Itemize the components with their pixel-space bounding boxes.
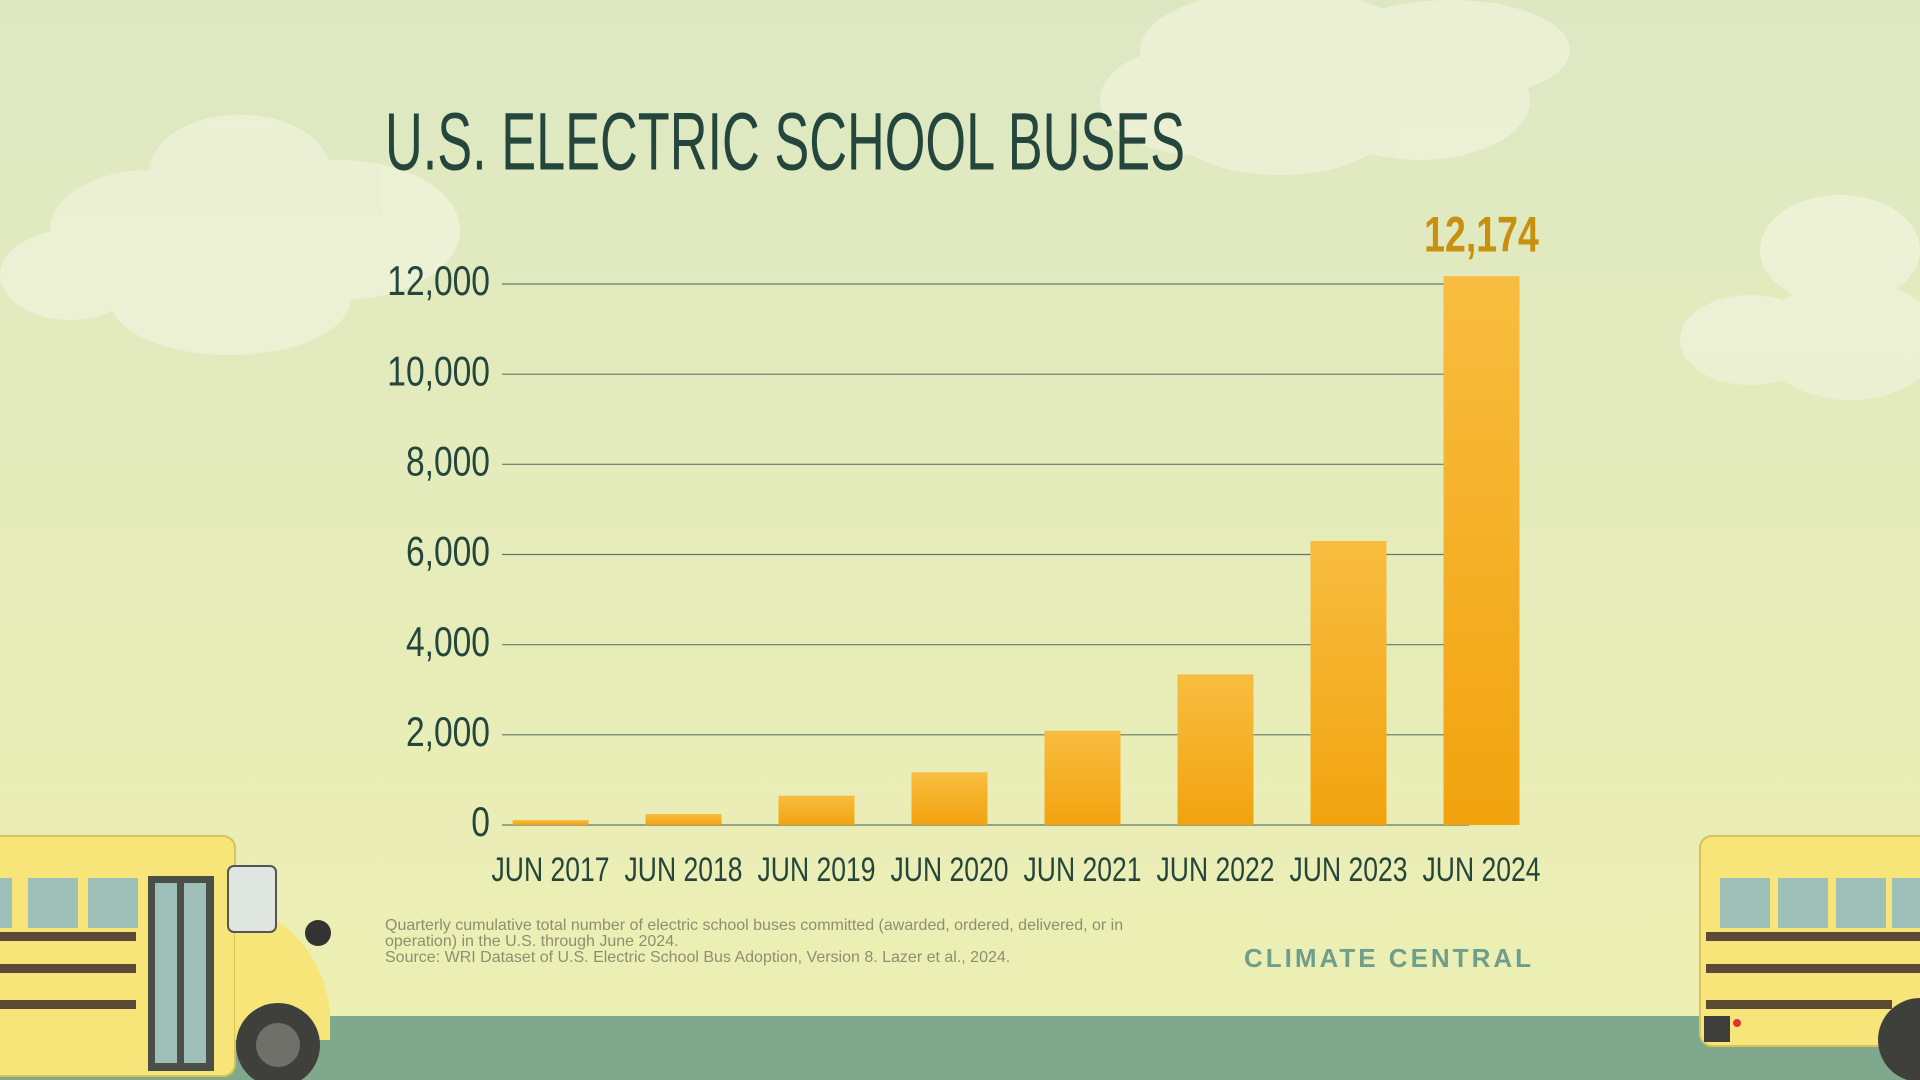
bar — [645, 813, 722, 825]
x-tick-label: JUN 2017 — [492, 851, 610, 889]
y-tick-label: 12,000 — [387, 259, 490, 305]
bar — [1443, 276, 1520, 825]
x-tick-label: JUN 2023 — [1290, 851, 1408, 889]
bus-left — [0, 835, 331, 1080]
clouds — [0, 0, 1920, 400]
bar — [512, 820, 589, 825]
x-tick-label: JUN 2021 — [1024, 851, 1142, 889]
brand-logo: CLIMATE CENTRAL — [1244, 943, 1534, 973]
chart-title: U.S. ELECTRIC SCHOOL BUSES — [385, 97, 1185, 188]
x-tick-label: JUN 2022 — [1157, 851, 1275, 889]
source-text: Source: WRI Dataset of U.S. Electric Sch… — [385, 949, 1011, 966]
x-tick-label: JUN 2019 — [758, 851, 876, 889]
bar — [778, 795, 855, 825]
x-tick-label: JUN 2024 — [1423, 851, 1541, 889]
y-tick-label: 8,000 — [406, 439, 490, 485]
y-tick-label: 4,000 — [406, 619, 490, 665]
bar — [911, 772, 988, 825]
y-tick-label: 10,000 — [387, 349, 490, 395]
x-tick-label: JUN 2020 — [891, 851, 1009, 889]
bar — [1177, 674, 1254, 825]
y-tick-label: 2,000 — [406, 709, 490, 755]
footnote: Quarterly cumulative total number of ele… — [385, 918, 1175, 966]
x-tick-label: JUN 2018 — [625, 851, 743, 889]
value-label: 12,174 — [1424, 207, 1539, 262]
bar — [1310, 540, 1387, 825]
y-tick-label: 6,000 — [406, 529, 490, 575]
y-tick-label: 0 — [471, 800, 490, 846]
note-text: Quarterly cumulative total number of ele… — [385, 917, 1124, 950]
bar — [1044, 730, 1121, 825]
bus-right — [1699, 835, 1920, 1080]
